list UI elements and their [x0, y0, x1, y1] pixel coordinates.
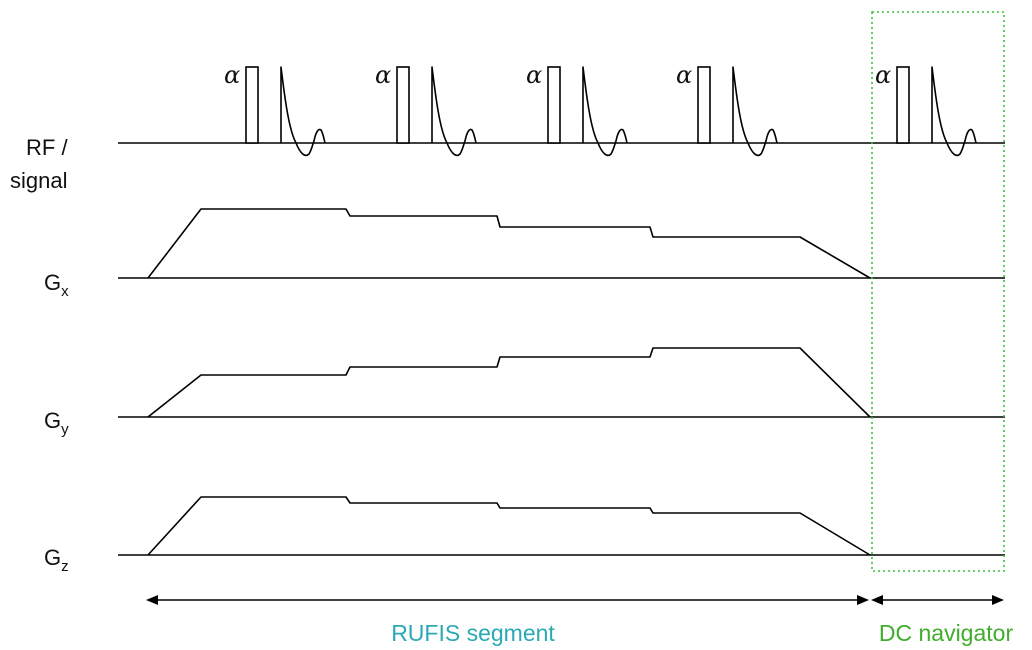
rufis-arrow-right-head	[857, 595, 869, 605]
gx-label: Gx	[44, 270, 69, 300]
gz-label-base: G	[44, 545, 61, 570]
echo-signal	[280, 66, 326, 157]
gy-label-base: G	[44, 408, 61, 433]
gz-label-sub: z	[61, 558, 69, 575]
gx-label-sub: x	[61, 283, 69, 300]
alpha-symbol: α	[375, 61, 391, 89]
rf-label-line1: RF /	[26, 135, 68, 160]
alpha-symbol: α	[676, 61, 692, 89]
rf-pulse	[896, 66, 910, 144]
rufis-arrow-left-head	[146, 595, 158, 605]
rf-unit: α	[375, 61, 477, 157]
gz-label: Gz	[44, 545, 69, 575]
echo-signal	[931, 66, 977, 157]
gradient-waveforms	[147, 208, 871, 556]
rf-pulse	[697, 66, 711, 144]
dc-arrow-right-head	[992, 595, 1004, 605]
baselines	[118, 142, 1005, 556]
gy-waveform	[147, 347, 871, 418]
rf-pulse	[245, 66, 259, 144]
rf-unit: α	[526, 61, 628, 157]
gy-label: Gy	[44, 408, 69, 438]
dc-navigator-span-arrow	[871, 595, 1004, 605]
gx-waveform	[147, 208, 871, 279]
dc-navigator-box	[871, 11, 1005, 572]
alpha-symbol: α	[526, 61, 542, 89]
rf-unit: α	[224, 61, 326, 157]
echo-signal	[732, 66, 778, 157]
dc-arrow-left-head	[871, 595, 883, 605]
rf-label-line2: signal	[10, 168, 67, 193]
span-arrows	[146, 595, 1004, 605]
gz-waveform	[147, 496, 871, 556]
rf-pulse	[547, 66, 561, 144]
echo-signal	[431, 66, 477, 157]
rufis-span-arrow	[146, 595, 869, 605]
rf-pulse	[396, 66, 410, 144]
row-labels: RF / signal Gx Gy Gz	[10, 135, 69, 575]
rf-unit: α	[676, 61, 778, 157]
alpha-symbol: α	[875, 61, 891, 89]
rf-unit: α	[875, 61, 977, 157]
gy-label-sub: y	[61, 421, 69, 438]
echo-signal	[582, 66, 628, 157]
alpha-symbol: α	[224, 61, 240, 89]
rufis-segment-label: RUFIS segment	[391, 620, 555, 646]
gx-label-base: G	[44, 270, 61, 295]
dc-navigator-label: DC navigator	[879, 620, 1014, 646]
